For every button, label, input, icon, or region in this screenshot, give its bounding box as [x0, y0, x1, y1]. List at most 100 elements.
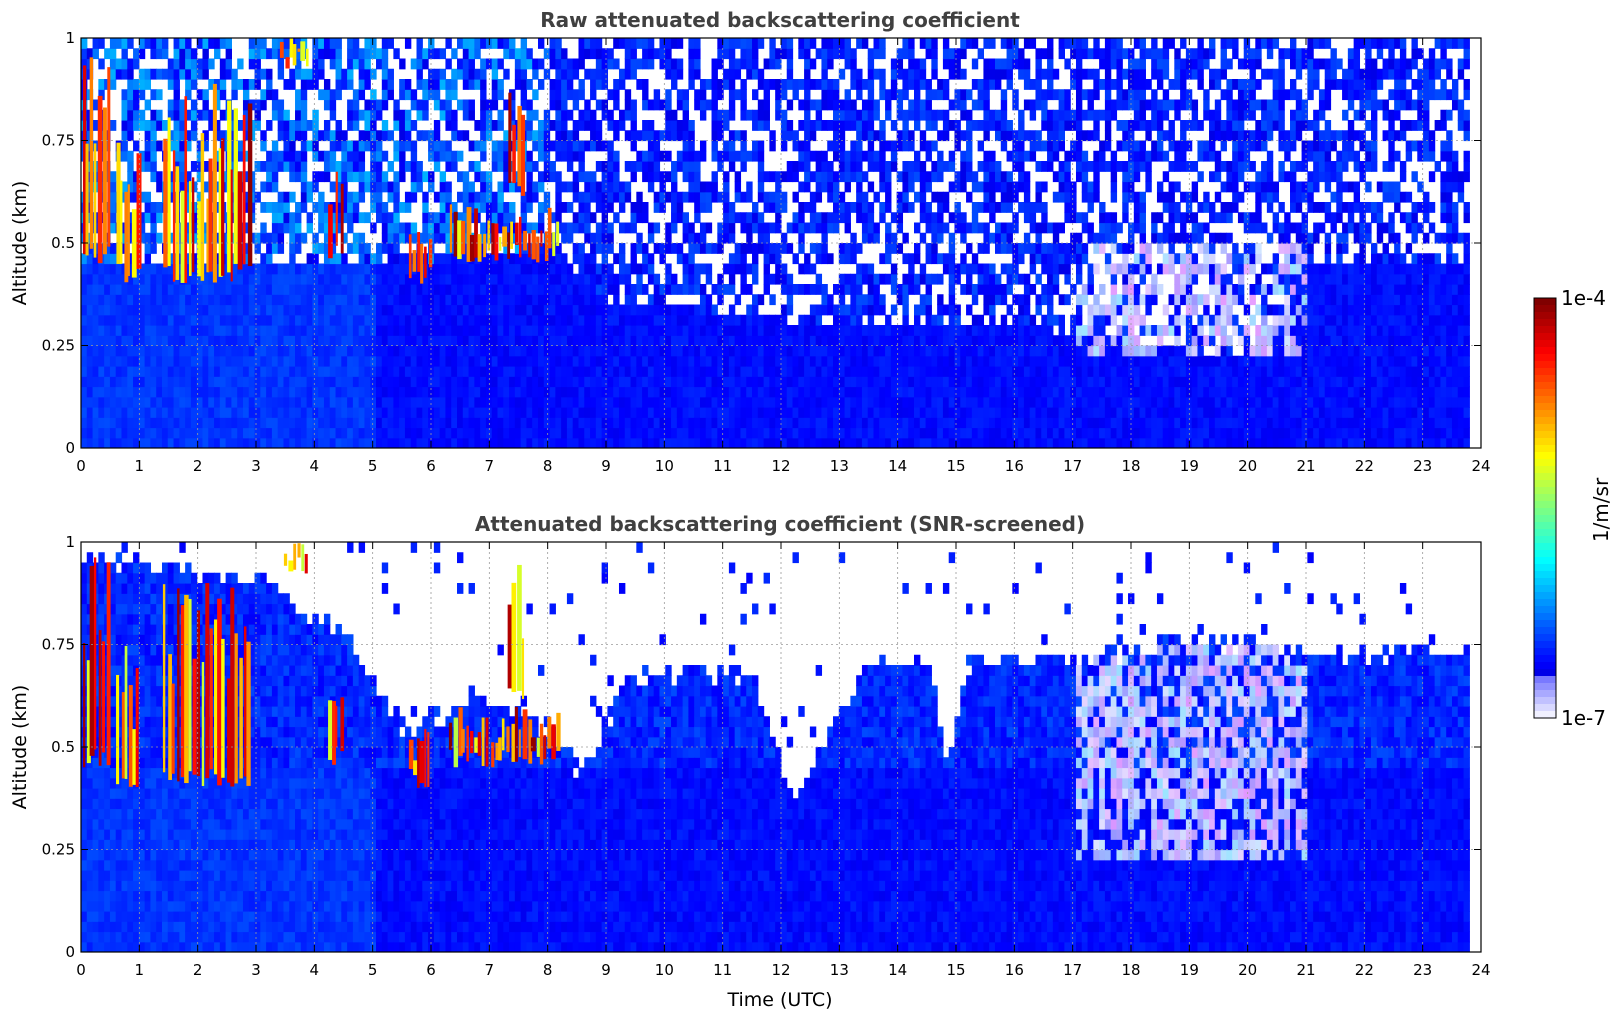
heatmap-cell	[179, 437, 186, 448]
heatmap-cell	[150, 263, 157, 275]
heatmap-cell	[890, 366, 898, 377]
heatmap-cell	[647, 366, 655, 377]
heatmap-cell	[561, 109, 568, 121]
heatmap-cell	[416, 109, 423, 121]
heatmap-cell	[954, 345, 961, 357]
heatmap-cell	[306, 396, 313, 408]
heatmap-cell	[410, 273, 418, 285]
heatmap-cell	[422, 427, 429, 439]
heatmap-cell	[827, 79, 834, 90]
heatmap-cell	[798, 335, 805, 347]
heatmap-cell	[740, 417, 747, 429]
heatmap-cell	[399, 417, 406, 429]
heatmap-cell	[983, 109, 990, 121]
heatmap-cell	[618, 191, 626, 203]
heatmap-cell	[757, 396, 765, 408]
heatmap-cell	[358, 417, 366, 429]
heatmap-cell	[167, 417, 175, 429]
heatmap-cell	[352, 304, 360, 316]
heatmap-cell	[248, 263, 256, 275]
heatmap-cell	[555, 355, 562, 367]
heatmap-cell	[503, 335, 510, 347]
heatmap-cell	[578, 222, 585, 234]
heatmap-cell	[688, 79, 695, 90]
heatmap-cell	[983, 304, 990, 316]
heatmap-cell	[769, 376, 776, 388]
heatmap-cell	[179, 304, 186, 316]
heatmap-cell	[590, 181, 597, 193]
heatmap-cell	[127, 273, 134, 285]
heatmap-cell	[595, 273, 603, 285]
heatmap-cell	[347, 99, 354, 111]
heatmap-cell	[462, 284, 470, 295]
heatmap-cell	[480, 304, 487, 316]
heatmap-cell	[81, 345, 88, 357]
heatmap-cell	[376, 376, 383, 388]
heatmap-cell	[156, 68, 163, 80]
heatmap-cell	[433, 150, 441, 162]
heatmap-cell	[526, 202, 533, 213]
heatmap-cell	[196, 38, 204, 49]
heatmap-cell	[676, 89, 684, 101]
heatmap-cell	[485, 366, 493, 377]
heatmap-cell	[914, 417, 921, 429]
heatmap-cell	[642, 314, 649, 326]
heatmap-cell	[480, 140, 487, 152]
heatmap-cell	[121, 427, 128, 439]
heatmap-cell	[682, 161, 689, 172]
heatmap-cell	[699, 386, 707, 398]
heatmap-cell	[838, 345, 846, 357]
heatmap-cell	[630, 58, 637, 70]
heatmap-cell	[624, 304, 632, 316]
heatmap-cell	[341, 345, 348, 357]
heatmap-cell	[937, 202, 944, 213]
heatmap-cell	[867, 386, 875, 398]
heatmap-cell	[138, 294, 146, 306]
heatmap-cell	[630, 222, 637, 234]
heatmap-cell	[896, 366, 904, 377]
heatmap-cell	[208, 58, 215, 70]
heatmap-cell	[167, 191, 175, 203]
heatmap-cell	[526, 314, 533, 326]
heatmap-cell	[196, 366, 204, 377]
heatmap-cell	[624, 314, 632, 326]
heatmap-cell	[167, 273, 175, 285]
heatmap-cell	[462, 366, 470, 377]
heatmap-cell	[480, 437, 487, 448]
heatmap-cell	[983, 191, 990, 203]
heatmap-cell	[381, 68, 389, 80]
heatmap-cell	[757, 407, 765, 418]
heatmap-cell	[225, 386, 232, 398]
heatmap-cell	[682, 304, 689, 316]
heatmap-cell	[676, 58, 684, 70]
heatmap-cell	[763, 396, 770, 408]
heatmap-cell	[376, 130, 383, 142]
heatmap-cell	[671, 202, 678, 213]
heatmap-cell	[624, 89, 632, 101]
heatmap-cell	[81, 366, 88, 377]
heatmap-cell	[306, 212, 313, 224]
heatmap-cell	[462, 171, 470, 183]
heatmap-cell	[433, 79, 441, 90]
heatmap-cell	[919, 99, 927, 111]
heatmap-cell	[526, 407, 533, 418]
heatmap-cell	[329, 355, 337, 367]
heatmap-cell	[468, 58, 475, 70]
heatmap-cell	[578, 89, 585, 101]
heatmap-cell	[457, 314, 464, 326]
heatmap-cell	[347, 68, 354, 80]
heatmap-cell	[821, 396, 828, 408]
heatmap-cell	[815, 222, 823, 234]
heatmap-cell	[121, 407, 128, 418]
heatmap-cell	[451, 120, 458, 131]
heatmap-cell	[509, 366, 516, 377]
heatmap-cell	[219, 396, 227, 408]
heatmap-cell	[260, 427, 267, 439]
heatmap-cell	[445, 284, 452, 295]
heatmap-cell	[341, 407, 348, 418]
heatmap-cell	[543, 48, 551, 60]
heatmap-cell	[254, 120, 261, 131]
heatmap-cell	[283, 273, 290, 285]
heatmap-cell	[833, 427, 840, 439]
heatmap-cell	[260, 253, 267, 265]
